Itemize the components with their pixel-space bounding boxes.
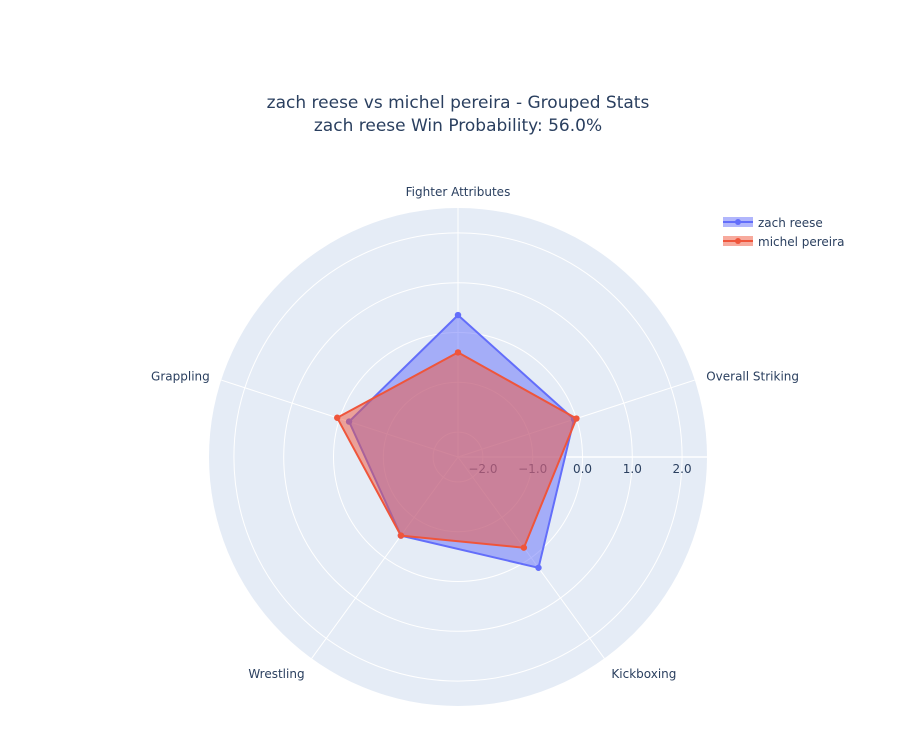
chart-subtitle: zach reese Win Probability: 56.0% — [314, 116, 602, 136]
data-point-zach-reese-0 — [454, 311, 462, 319]
legend-label: zach reese — [758, 216, 823, 230]
legend-marker — [735, 238, 741, 244]
category-label: Grappling — [151, 369, 210, 383]
legend: zach reese michel pereira — [723, 216, 844, 249]
data-point-michel-pereira-2 — [520, 544, 528, 551]
data-point-michel-pereira-0 — [454, 349, 462, 356]
series-layer — [334, 311, 580, 571]
data-point-michel-pereira-4 — [334, 414, 341, 421]
data-point-michel-pereira-1 — [573, 415, 580, 422]
legend-item-zach-reese[interactable]: zach reese — [723, 216, 823, 230]
category-label: Kickboxing — [611, 667, 676, 681]
radial-tick-label: 2.0 — [673, 462, 692, 476]
category-label: Wrestling — [248, 667, 304, 681]
chart-title: zach reese vs michel pereira - Grouped S… — [267, 93, 650, 113]
radial-tick-label: 0.0 — [573, 462, 592, 476]
legend-item-michel-pereira[interactable]: michel pereira — [723, 235, 844, 249]
category-label: Overall Striking — [706, 369, 799, 383]
series-area-michel-pereira — [336, 351, 578, 549]
category-labels: Fighter Attributes Overall Striking Kickbo… — [151, 185, 799, 681]
legend-marker — [735, 219, 741, 225]
data-point-michel-pereira-3 — [397, 532, 405, 539]
category-label: Fighter Attributes — [406, 185, 511, 199]
legend-label: michel pereira — [758, 235, 844, 249]
data-point-zach-reese-2 — [535, 564, 542, 571]
radial-tick-label: 1.0 — [623, 462, 642, 476]
